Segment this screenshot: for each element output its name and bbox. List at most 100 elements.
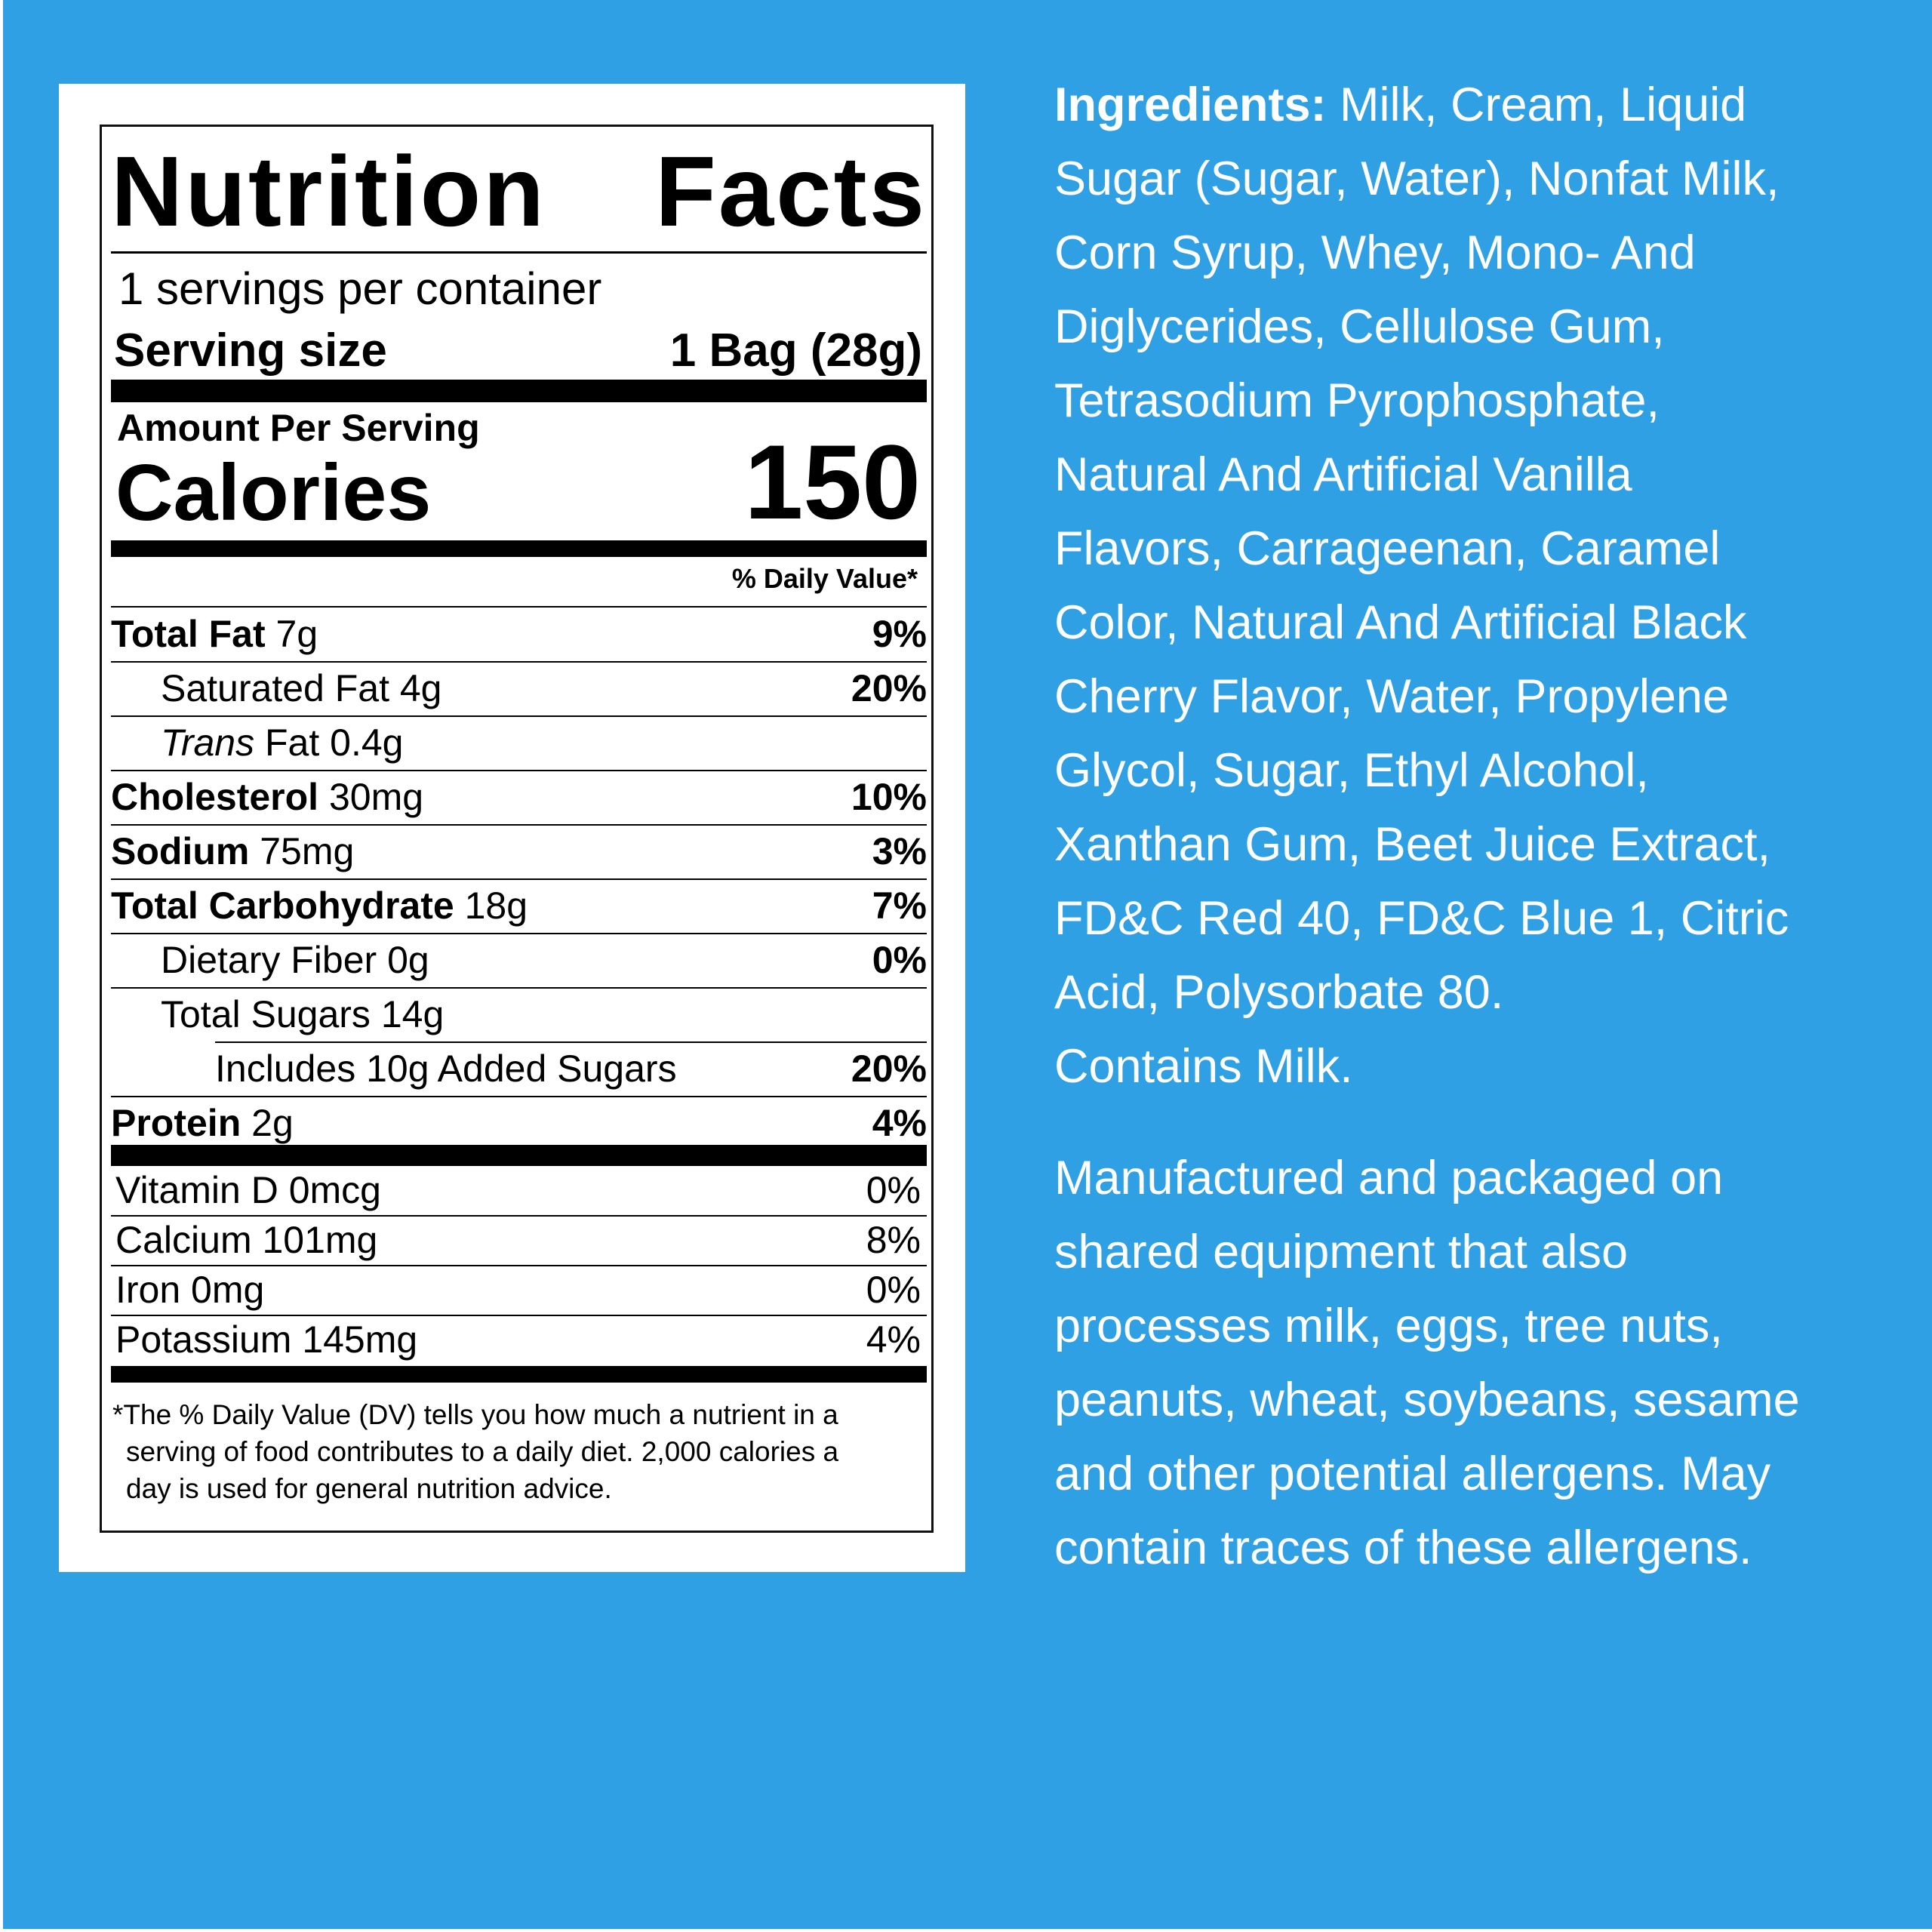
ingredients-line: Cherry Flavor, Water, Propylene (1054, 670, 1729, 723)
nutrient-label: Sodium 75mg (111, 829, 354, 873)
daily-value: 8% (866, 1219, 921, 1261)
ingredients-line: Tetrasodium Pyrophosphate, (1054, 374, 1660, 427)
ingredients-text: Milk, Cream, Liquid (1340, 78, 1747, 131)
nutrient-amount: 4g (399, 667, 442, 709)
ingredients-line: Acid, Polysorbate 80. (1054, 966, 1504, 1019)
nutrient-label: Includes 10g Added Sugars (111, 1047, 677, 1091)
nutrient-row: Total Carbohydrate 18g 7% (111, 879, 927, 932)
nutrition-card (59, 84, 965, 1572)
daily-value: 0% (866, 1269, 921, 1311)
ingredients-line: Sugar (Sugar, Water), Nonfat Milk, (1054, 152, 1780, 205)
allergen-line: contain traces of these allergens. (1054, 1521, 1752, 1574)
nutrient-label: Dietary Fiber 0g (111, 938, 429, 982)
label-title: Nutrition Facts (111, 136, 927, 247)
daily-value: 9% (872, 613, 927, 655)
thick-divider (111, 380, 927, 402)
divider (111, 824, 927, 826)
daily-value-header: % Daily Value* (731, 563, 918, 594)
ingredients-heading: Ingredients: (1054, 78, 1327, 131)
ingredients-line: Ingredients: Milk, Cream, Liquid (1054, 68, 1800, 142)
daily-value: 10% (851, 776, 927, 818)
ingredients-line: Corn Syrup, Whey, Mono- And (1054, 226, 1696, 279)
nutrient-label: Total Carbohydrate 18g (111, 884, 528, 928)
nutrient-row: Protein 2g 4% (111, 1097, 927, 1149)
vitamin-row: Potassium 145mg 4% (115, 1315, 921, 1364)
edge (0, 1929, 1932, 1932)
divider (111, 661, 927, 663)
footnote-line: serving of food contributes to a daily d… (126, 1436, 839, 1467)
ingredients-line: Diglycerides, Cellulose Gum, (1054, 300, 1665, 353)
servings-per-container: 1 servings per container (118, 263, 602, 314)
contains-statement: Contains Milk. (1054, 1040, 1353, 1093)
allergen-line: shared equipment that also (1054, 1226, 1628, 1278)
nutrient-amount: 0g (387, 939, 429, 981)
calories-label: Calories (115, 448, 432, 537)
nutrient-name: Total Sugars (161, 993, 371, 1035)
ingredients-line: Natural And Artificial Vanilla (1054, 448, 1632, 501)
nutrient-name: Saturated Fat (161, 667, 389, 709)
nutrient-amount: 18g (464, 884, 528, 927)
vitamin-row: Calcium 101mg 8% (115, 1216, 921, 1264)
nutrient-label: Cholesterol 30mg (111, 775, 423, 819)
edge (0, 0, 3, 1932)
daily-value: 0% (866, 1169, 921, 1211)
nutrient-label: Saturated Fat 4g (111, 666, 442, 710)
daily-value: 7% (872, 884, 927, 927)
divider (111, 606, 927, 608)
ingredients-line: Color, Natural And Artificial Black (1054, 596, 1747, 649)
nutrient-row: Saturated Fat 4g 20% (111, 662, 927, 715)
nutrient-amount: 7g (275, 613, 318, 655)
nutrient-name: Sodium (111, 830, 250, 872)
nutrient-amount: 14g (380, 993, 445, 1035)
nutrient-name: Cholesterol (111, 776, 319, 818)
thick-divider (111, 540, 927, 557)
nutrient-amount: 30mg (328, 776, 424, 818)
divider (111, 1315, 927, 1316)
daily-value: 20% (851, 1048, 927, 1090)
nutrient-label: Total Fat 7g (111, 612, 318, 656)
nutrient-name: Dietary Fiber (161, 939, 377, 981)
divider (111, 987, 927, 989)
daily-value: 0% (872, 939, 927, 981)
title-word: Nutrition (111, 135, 546, 247)
title-word: Facts (655, 135, 927, 247)
daily-value: 20% (851, 667, 927, 709)
amount-per-serving: Amount Per Serving (117, 407, 480, 449)
divider (111, 878, 927, 880)
divider (111, 1215, 927, 1217)
nutrient-name: Total Carbohydrate (111, 884, 454, 927)
serving-size-value: 1 Bag (28g) (669, 324, 922, 377)
nutrient-row: Sodium 75mg 3% (111, 825, 927, 878)
nutrient-label: Trans Fat 0.4g (111, 721, 404, 764)
nutrient-label: Total Sugars 14g (111, 992, 444, 1036)
nutrition-facts-label: Nutrition Facts 1 servings per container… (100, 125, 934, 1533)
nutrient-name: Total Fat (111, 613, 266, 655)
nutrient-name: Includes 10g Added Sugars (215, 1048, 677, 1090)
nutrient-row: Total Sugars 14g (111, 988, 927, 1041)
nutrient-amount: 0.4g (330, 721, 404, 764)
daily-value: 3% (872, 830, 927, 872)
nutrient-name: Protein (111, 1102, 242, 1144)
divider (111, 1265, 927, 1266)
divider (111, 715, 927, 717)
ingredients-line: FD&C Red 40, FD&C Blue 1, Citric (1054, 892, 1789, 945)
daily-value: 4% (872, 1102, 927, 1144)
daily-value: 4% (866, 1318, 921, 1361)
divider (111, 933, 927, 934)
nutrient-row: Total Fat 7g 9% (111, 608, 927, 660)
divider (215, 1041, 927, 1043)
nutrient-label-italic: Trans (161, 721, 255, 764)
vitamin-label: Vitamin D 0mcg (115, 1169, 381, 1211)
vitamin-row: Vitamin D 0mcg 0% (115, 1166, 921, 1214)
vitamin-row: Iron 0mg 0% (115, 1266, 921, 1314)
serving-size-label: Serving size (114, 324, 387, 377)
allergen-statement: Manufactured and packaged on shared equip… (1054, 1141, 1800, 1585)
ingredients-line: Glycol, Sugar, Ethyl Alcohol, (1054, 744, 1649, 797)
thick-divider (111, 1366, 927, 1383)
nutrient-row: Dietary Fiber 0g 0% (111, 934, 927, 986)
footnote-line: day is used for general nutrition advice… (126, 1473, 612, 1504)
nutrient-amount: 75mg (260, 830, 355, 872)
ingredients-panel: Ingredients: Milk, Cream, Liquid Sugar (… (1054, 68, 1800, 1585)
nutrient-row: Includes 10g Added Sugars 20% (111, 1042, 927, 1095)
nutrient-row: Trans Fat 0.4g (111, 716, 927, 769)
